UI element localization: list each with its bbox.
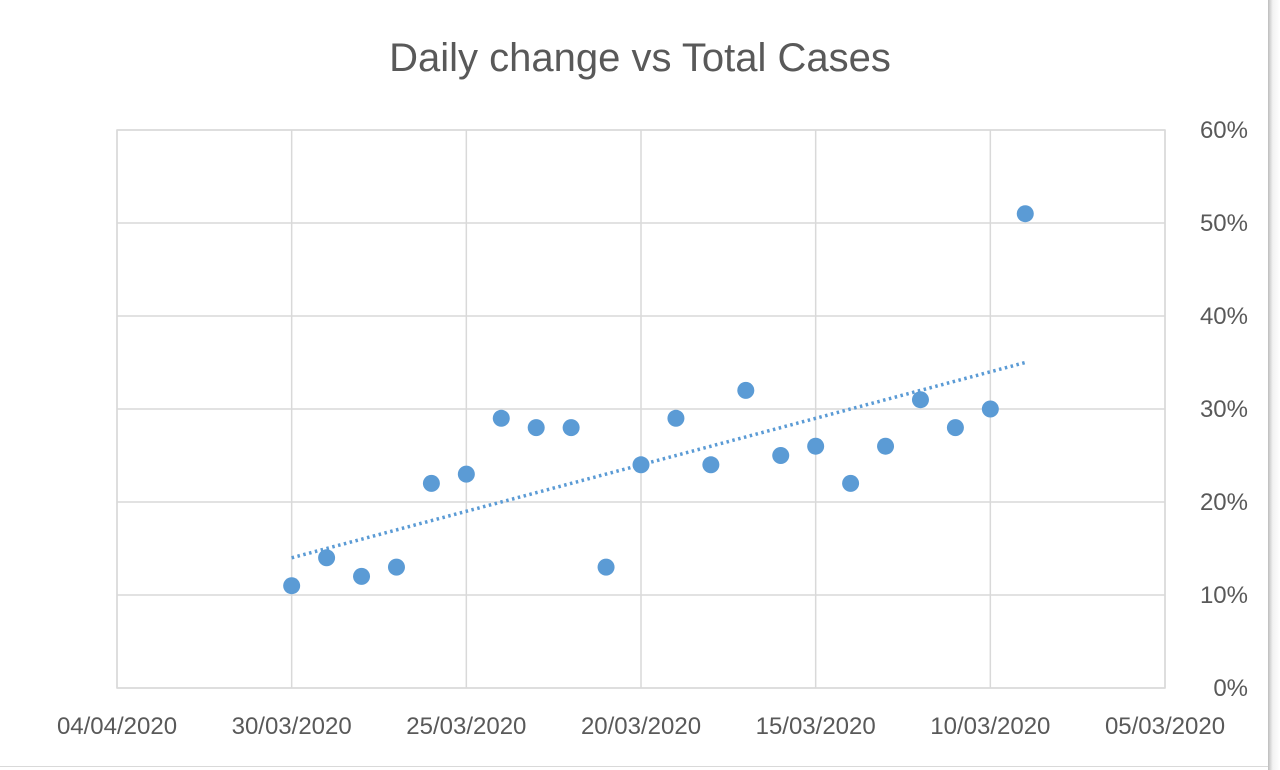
data-point xyxy=(877,437,895,455)
x-tick-label: 20/03/2020 xyxy=(581,713,701,740)
x-tick-label: 30/03/2020 xyxy=(232,713,352,740)
data-point xyxy=(353,567,371,585)
y-tick-label: 30% xyxy=(1200,396,1248,423)
x-tick-label: 04/04/2020 xyxy=(57,713,177,740)
y-tick-label: 20% xyxy=(1200,489,1248,516)
gridlines xyxy=(116,129,1166,689)
plot-area xyxy=(116,129,1166,689)
data-point xyxy=(737,381,755,399)
data-point xyxy=(562,419,580,437)
x-tick-label: 05/03/2020 xyxy=(1105,713,1225,740)
data-points xyxy=(283,205,1034,595)
data-point xyxy=(283,577,301,595)
data-point xyxy=(492,409,510,427)
linear-trendline xyxy=(291,360,1026,560)
data-point xyxy=(946,419,964,437)
trendline xyxy=(291,360,1026,560)
data-point xyxy=(422,474,440,492)
data-point xyxy=(772,447,790,464)
x-tick-label: 25/03/2020 xyxy=(406,713,526,740)
data-point xyxy=(842,474,860,492)
data-point xyxy=(981,400,999,418)
x-tick-label: 10/03/2020 xyxy=(930,713,1050,740)
y-tick-label: 60% xyxy=(1200,117,1248,144)
plot-area-border xyxy=(116,129,1166,689)
y-tick-label: 40% xyxy=(1200,303,1248,330)
x-tick-label: 15/03/2020 xyxy=(756,713,876,740)
data-point xyxy=(667,409,685,427)
data-point xyxy=(527,419,545,437)
chart-title: Daily change vs Total Cases xyxy=(389,36,891,80)
data-point xyxy=(911,391,929,409)
data-point xyxy=(318,549,336,567)
data-point xyxy=(457,465,475,483)
y-tick-label: 10% xyxy=(1200,582,1248,609)
window-edge-shadow xyxy=(1268,0,1280,770)
x-axis-tick-labels: 04/04/2020 30/03/2020 25/03/2020 20/03/2020… xyxy=(57,713,1225,740)
y-axis-tick-labels: 0% 10% 20% 30% 40% 50% 60% xyxy=(1200,117,1248,702)
y-tick-label: 50% xyxy=(1200,210,1248,237)
data-point xyxy=(597,558,615,576)
data-point xyxy=(1016,205,1034,223)
data-point xyxy=(702,456,720,474)
data-point xyxy=(632,456,650,474)
data-point xyxy=(807,437,825,455)
data-point xyxy=(387,558,405,576)
y-tick-label: 0% xyxy=(1213,675,1248,702)
